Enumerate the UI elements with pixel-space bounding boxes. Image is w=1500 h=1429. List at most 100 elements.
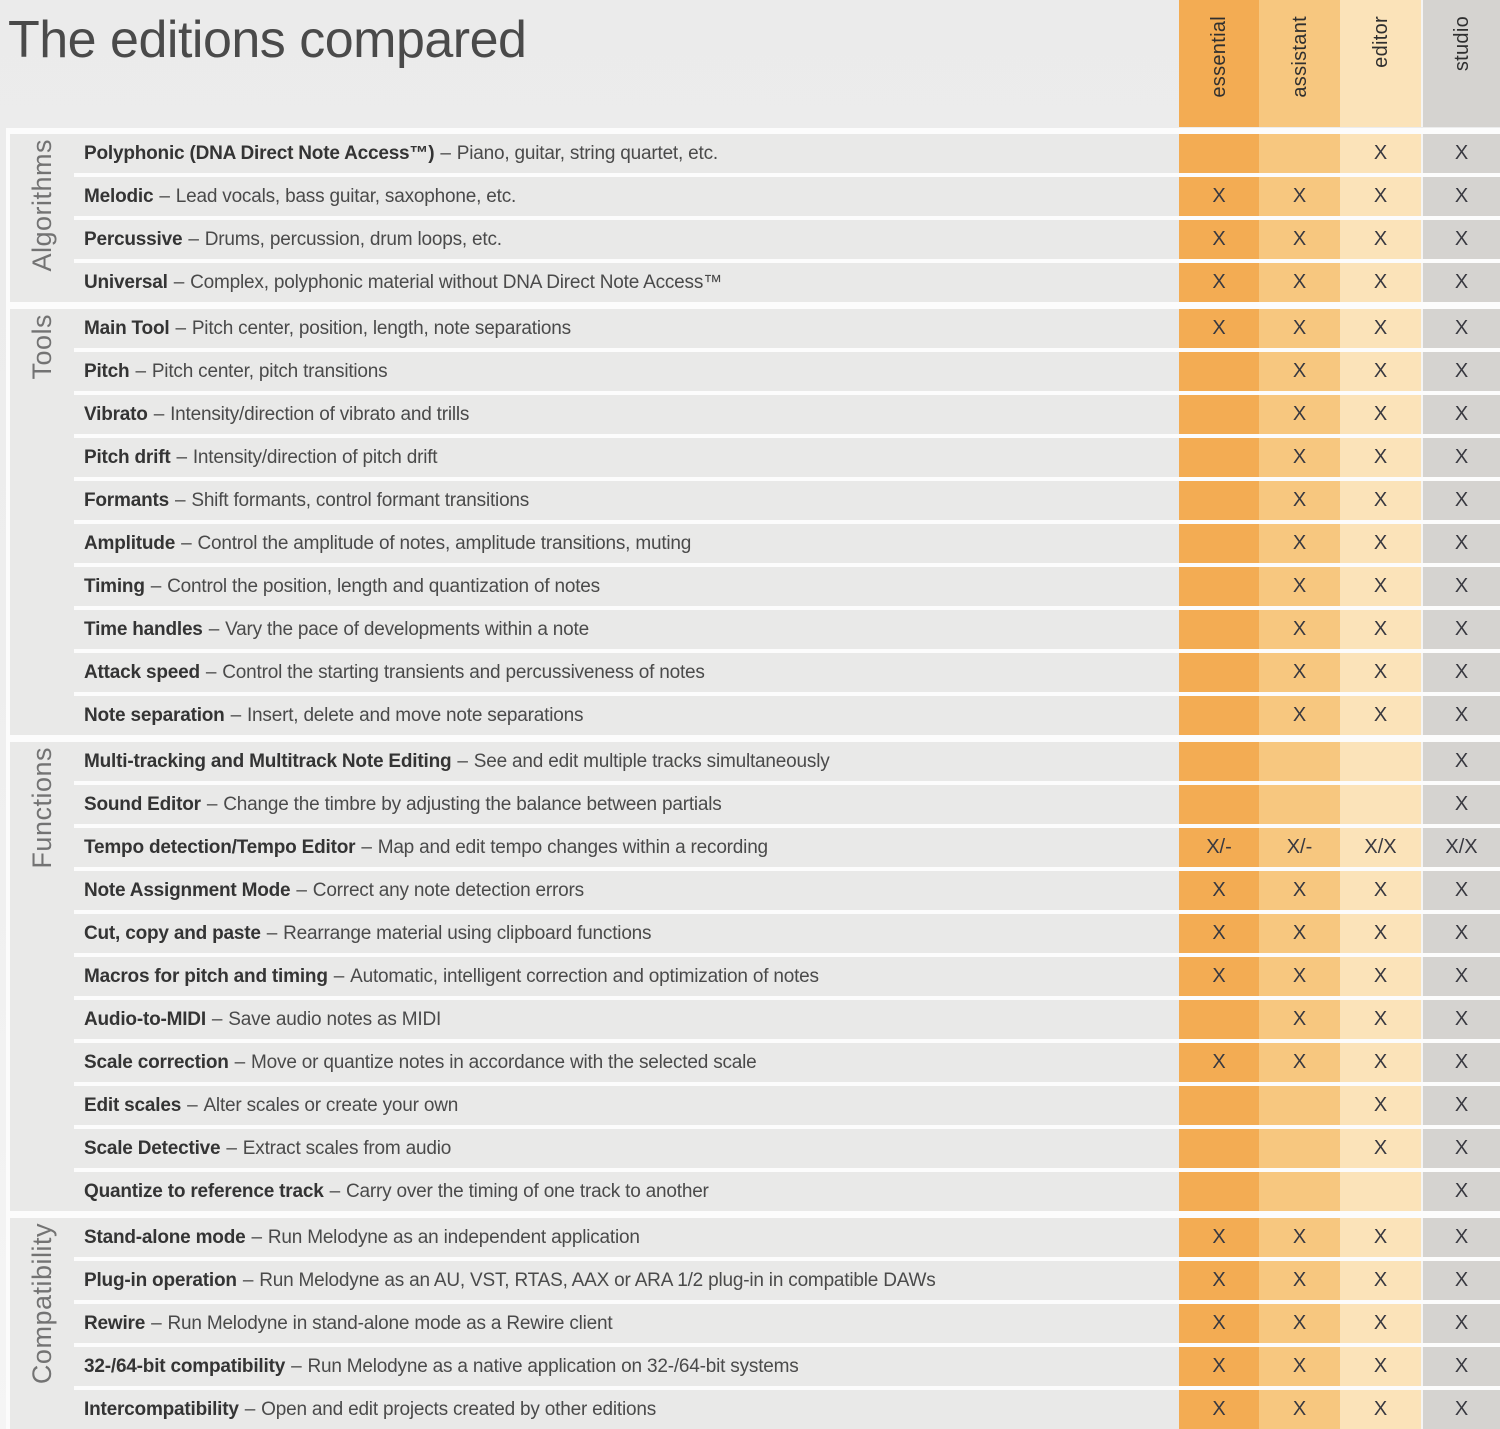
column-header-label: studio	[1450, 16, 1473, 72]
table-row: Time handles – Vary the pace of developmen…	[74, 610, 1500, 649]
value-cell-assistant: X	[1259, 914, 1340, 953]
value-cell-assistant: X	[1259, 177, 1340, 216]
feature-name: Sound Editor	[84, 793, 201, 815]
value-cell-studio: X	[1421, 352, 1500, 391]
group-label-text: Functions	[26, 747, 57, 869]
table-row: Note Assignment Mode – Correct any note de…	[74, 871, 1500, 910]
feature-cell: Formants – Shift formants, control formant…	[74, 481, 1179, 520]
value-cell-essential	[1179, 438, 1259, 477]
value-cell-studio: X	[1421, 134, 1500, 173]
feature-name: Edit scales	[84, 1094, 182, 1116]
table-row: Quantize to reference track – Carry over t…	[74, 1172, 1500, 1211]
value-cell-studio: X	[1421, 610, 1500, 649]
group-rows: Stand-alone mode – Run Melodyne as an inde…	[74, 1218, 1500, 1429]
group-label-text: Algorithms	[26, 139, 57, 272]
value-cell-studio: X	[1421, 567, 1500, 606]
value-cell-studio: X	[1421, 481, 1500, 520]
value-cell-essential	[1179, 742, 1259, 781]
feature-name: Percussive	[84, 228, 183, 250]
dash-separator: –	[175, 317, 186, 339]
feature-group-algorithms: Algorithms Polyphonic (DNA Direct Note Ac…	[10, 134, 1500, 302]
value-cell-studio: X	[1421, 1304, 1500, 1343]
table-row: Universal – Complex, polyphonic material w…	[74, 263, 1500, 302]
table-row: Vibrato – Intensity/direction of vibrato a…	[74, 395, 1500, 434]
feature-description: Drums, percussion, drum loops, etc.	[204, 228, 502, 250]
value-cell-essential: X	[1179, 1390, 1259, 1429]
dash-separator: –	[173, 271, 185, 293]
value-cell-editor: X	[1340, 263, 1421, 302]
feature-cell: Time handles – Vary the pace of developmen…	[74, 610, 1179, 649]
value-cell-studio: X	[1421, 220, 1500, 259]
dash-separator: –	[457, 750, 468, 772]
feature-cell: Vibrato – Intensity/direction of vibrato a…	[74, 395, 1179, 434]
dash-separator: –	[242, 1269, 254, 1291]
value-cell-studio: X	[1421, 1043, 1500, 1082]
value-cell-assistant: X	[1259, 696, 1340, 735]
value-cell-assistant: X	[1259, 352, 1340, 391]
feature-description: See and edit multiple tracks simultaneou…	[473, 750, 830, 772]
dash-separator: –	[440, 142, 451, 164]
table-row: Melodic – Lead vocals, bass guitar, saxoph…	[74, 177, 1500, 216]
value-cell-editor	[1340, 785, 1421, 824]
feature-cell: Audio-to-MIDI – Save audio notes as MIDI	[74, 1000, 1179, 1039]
column-header-studio: studio	[1421, 0, 1500, 127]
value-cell-studio: X	[1421, 914, 1500, 953]
value-cell-editor: X	[1340, 352, 1421, 391]
value-cell-studio: X	[1421, 957, 1500, 996]
table-row: Attack speed – Control the starting transi…	[74, 653, 1500, 692]
value-cell-essential	[1179, 481, 1259, 520]
feature-description: Control the position, length and quantiz…	[167, 575, 600, 597]
value-cell-assistant: X	[1259, 1000, 1340, 1039]
value-cell-assistant: X	[1259, 309, 1340, 348]
table-row: Audio-to-MIDI – Save audio notes as MIDI X X…	[74, 1000, 1500, 1039]
table-row: Sound Editor – Change the timbre by adjust…	[74, 785, 1500, 824]
value-cell-essential	[1179, 1129, 1259, 1168]
feature-cell: Timing – Control the position, length and …	[74, 567, 1179, 606]
value-cell-essential	[1179, 1000, 1259, 1039]
feature-description: Vary the pace of developments within a n…	[225, 618, 589, 640]
dash-separator: –	[244, 1398, 256, 1420]
table-row: Pitch – Pitch center, pitch transitions X X X	[74, 352, 1500, 391]
dash-separator: –	[333, 965, 345, 987]
value-cell-essential: X/-	[1179, 828, 1259, 867]
feature-description: Intensity/direction of vibrato and trill…	[170, 403, 470, 425]
value-cell-assistant: X	[1259, 610, 1340, 649]
value-cell-essential: X	[1179, 263, 1259, 302]
dash-separator: –	[266, 922, 278, 944]
feature-description: Save audio notes as MIDI	[228, 1008, 442, 1030]
value-cell-assistant: X	[1259, 395, 1340, 434]
value-cell-editor	[1340, 1172, 1421, 1211]
value-cell-editor: X/X	[1340, 828, 1421, 867]
dash-separator: –	[291, 1355, 302, 1377]
value-cell-editor: X	[1340, 220, 1421, 259]
feature-description: Run Melodyne as a native application on …	[307, 1355, 799, 1377]
value-cell-essential	[1179, 653, 1259, 692]
value-cell-essential: X	[1179, 1218, 1259, 1257]
value-cell-editor: X	[1340, 1261, 1421, 1300]
value-cell-editor: X	[1340, 957, 1421, 996]
value-cell-editor: X	[1340, 653, 1421, 692]
table-row: Multi-tracking and Multitrack Note Editi…	[74, 742, 1500, 781]
feature-name: Main Tool	[84, 317, 170, 339]
value-cell-essential	[1179, 1086, 1259, 1125]
table-row: Timing – Control the position, length and …	[74, 567, 1500, 606]
feature-cell: Amplitude – Control the amplitude of notes…	[74, 524, 1179, 563]
dash-separator: –	[361, 836, 372, 858]
value-cell-studio: X	[1421, 1347, 1500, 1386]
dash-separator: –	[135, 360, 146, 382]
value-cell-assistant: X	[1259, 957, 1340, 996]
value-cell-editor: X	[1340, 1390, 1421, 1429]
group-label-tools: Tools	[10, 309, 74, 735]
table-row: Stand-alone mode – Run Melodyne as an inde…	[74, 1218, 1500, 1257]
value-cell-assistant: X	[1259, 1390, 1340, 1429]
feature-cell: Stand-alone mode – Run Melodyne as an inde…	[74, 1218, 1179, 1257]
table-row: Amplitude – Control the amplitude of notes…	[74, 524, 1500, 563]
dash-separator: –	[251, 1226, 262, 1248]
value-cell-assistant: X	[1259, 438, 1340, 477]
value-cell-assistant	[1259, 1129, 1340, 1168]
dash-separator: –	[176, 446, 187, 468]
value-cell-editor: X	[1340, 438, 1421, 477]
dash-separator: –	[188, 228, 199, 250]
value-cell-studio: X	[1421, 653, 1500, 692]
value-cell-editor: X	[1340, 871, 1421, 910]
